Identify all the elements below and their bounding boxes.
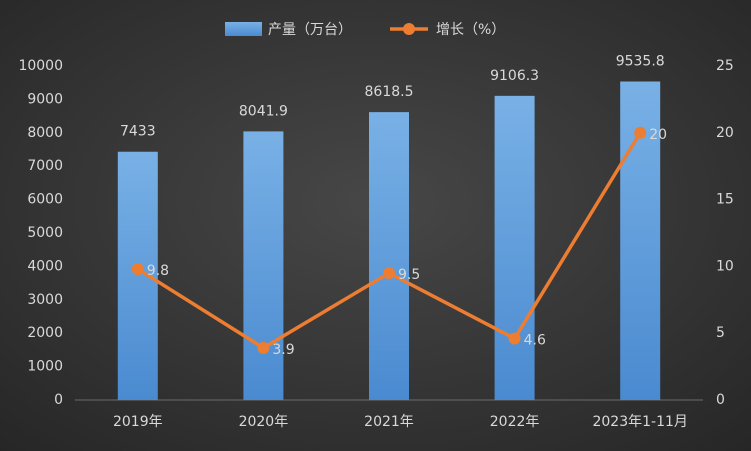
y-tick-label: 0 <box>54 392 63 408</box>
y-tick-label: 7000 <box>27 158 63 174</box>
y-tick-label: 9000 <box>27 91 63 107</box>
y-tick-label: 1000 <box>27 359 63 375</box>
value-label: 8041.9 <box>239 103 288 119</box>
bar <box>369 112 409 401</box>
value-label: 8618.5 <box>365 84 414 100</box>
value-label: 9535.8 <box>616 54 665 70</box>
point <box>634 126 647 139</box>
x-tick-label: 2022年 <box>490 414 540 430</box>
y2-tick-label: 20 <box>716 125 734 141</box>
point <box>508 332 521 345</box>
value-label: 9.8 <box>147 263 169 279</box>
y-tick-label: 6000 <box>27 192 63 208</box>
x-tick-label: 2023年1-11月 <box>592 414 687 430</box>
value-label: 7433 <box>120 124 156 140</box>
value-label: 9106.3 <box>490 68 539 84</box>
x-tick-label: 2021年 <box>364 414 414 430</box>
y-tick-label: 4000 <box>27 258 63 274</box>
value-label: 9.5 <box>398 267 420 283</box>
y2-tick-label: 0 <box>716 392 725 408</box>
legend-swatch <box>225 22 262 36</box>
legend-swatch <box>403 23 415 35</box>
y-tick-label: 8000 <box>27 125 63 141</box>
value-label: 4.6 <box>524 333 546 349</box>
point <box>383 267 395 280</box>
value-label: 3.9 <box>272 342 294 358</box>
bar <box>494 95 535 400</box>
y2-tick-label: 10 <box>716 258 734 274</box>
bar <box>243 131 284 400</box>
point <box>131 263 144 276</box>
value-label: 20 <box>649 127 667 143</box>
legend-label: 增长（%） <box>436 22 505 38</box>
legend-label: 产量（万台） <box>268 22 352 38</box>
y2-tick-label: 15 <box>716 192 734 208</box>
y-tick-label: 5000 <box>27 225 63 241</box>
y-tick-label: 2000 <box>27 325 63 341</box>
y-tick-label: 10000 <box>18 58 63 74</box>
y2-tick-label: 25 <box>716 58 734 74</box>
y2-tick-label: 5 <box>716 325 725 341</box>
x-tick-label: 2019年 <box>113 414 163 430</box>
x-tick-label: 2020年 <box>239 414 289 430</box>
point <box>257 341 270 354</box>
y-tick-label: 3000 <box>27 292 63 308</box>
